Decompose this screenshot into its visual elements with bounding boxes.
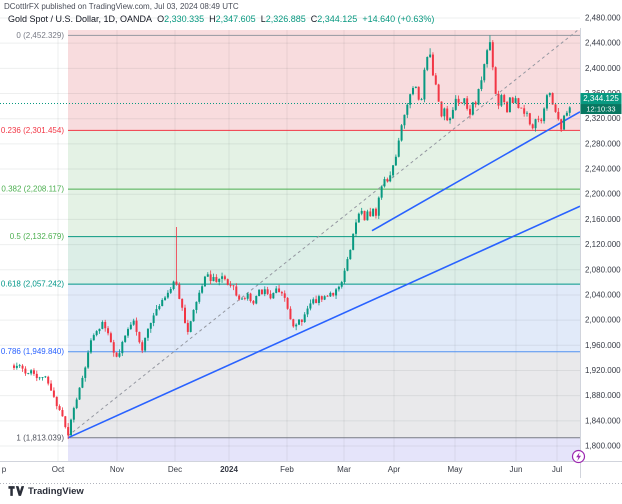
tradingview-logo-text: TradingView xyxy=(28,485,84,497)
bar-countdown: 12:10:33 xyxy=(586,105,615,114)
publish-info: DCottlrFX published on TradingView.com, … xyxy=(4,2,239,11)
price-tick-label: 2,400.000 xyxy=(585,64,621,73)
time-tick-label: May xyxy=(447,465,462,474)
fib-label-0.382: 0.382 (2,208.117) xyxy=(1,185,64,194)
ohlc-key: L xyxy=(255,14,266,24)
time-tick-label: p xyxy=(2,465,7,474)
price-tick-label: 2,200.000 xyxy=(585,190,621,199)
ohlc-value: 2,326.885 xyxy=(265,14,306,24)
flash-publication-marker[interactable] xyxy=(571,449,586,464)
price-axis[interactable] xyxy=(580,0,622,504)
grid xyxy=(0,17,580,461)
symbol-legend[interactable]: Gold Spot / U.S. Dollar, 1D, OANDA O2,33… xyxy=(8,14,434,24)
price-tick-label: 1,840.000 xyxy=(585,416,621,425)
change-value: +14.640 (+0.63%) xyxy=(357,14,435,24)
tradingview-logo[interactable]: TradingView xyxy=(8,485,84,497)
price-tick-label: 1,920.000 xyxy=(585,366,621,375)
price-tick-label: 2,080.000 xyxy=(585,265,621,274)
fib-bands xyxy=(68,30,580,461)
price-tick-label: 2,120.000 xyxy=(585,240,621,249)
time-tick-label: Nov xyxy=(110,465,124,474)
time-tick-label: Mar xyxy=(337,465,351,474)
price-tick-label: 2,000.000 xyxy=(585,316,621,325)
current-price-badge[interactable]: 2,344.125 12:10:33 xyxy=(580,93,622,115)
time-tick-label: Dec xyxy=(168,465,182,474)
time-tick-label: 2024 xyxy=(220,465,238,474)
fib-labels: 0 (2,452.329) 0.236 (2,301.454) 0.382 (2,2… xyxy=(1,31,65,442)
tradingview-logo-icon xyxy=(8,486,24,496)
symbol-title: Gold Spot / U.S. Dollar, 1D, OANDA xyxy=(8,14,153,24)
ohlc-value: 2,330.335 xyxy=(164,14,205,24)
price-tick-label: 2,160.000 xyxy=(585,215,621,224)
time-tick-label: Apr xyxy=(388,465,401,474)
ohlc-value: 2,347.605 xyxy=(215,14,256,24)
price-tick-label: 2,320.000 xyxy=(585,114,621,123)
price-tick-label: 2,240.000 xyxy=(585,165,621,174)
price-tick-label: 2,480.000 xyxy=(585,14,621,23)
current-price-value: 2,344.125 xyxy=(583,94,619,103)
fib-label-0.618: 0.618 (2,057.242) xyxy=(1,280,64,289)
fib-label-1: 1 (1,813.039) xyxy=(16,433,64,442)
price-tick-label: 2,440.000 xyxy=(585,39,621,48)
time-tick-label: Feb xyxy=(280,465,294,474)
trendlines xyxy=(67,30,580,439)
time-tick-label: Jul xyxy=(552,465,562,474)
price-tick-label: 2,040.000 xyxy=(585,290,621,299)
fib-label-0.236: 0.236 (2,301.454) xyxy=(1,126,64,135)
ohlc-key: O xyxy=(152,14,165,24)
time-tick-labels: p Oct Nov Dec 2024 Feb Mar Apr May Jun Jul xyxy=(2,465,563,474)
fib-label-0.786: 0.786 (1,949.840) xyxy=(1,347,64,356)
ohlc-key: C xyxy=(305,14,318,24)
price-tick-label: 1,800.000 xyxy=(585,442,621,451)
price-tick-label: 1,880.000 xyxy=(585,391,621,400)
time-tick-label: Jun xyxy=(510,465,523,474)
fib-label-0: 0 (2,452.329) xyxy=(16,31,64,40)
time-axis[interactable] xyxy=(0,461,622,504)
fib-level-lines xyxy=(68,34,580,439)
fib-label-0.5: 0.5 (2,132.679) xyxy=(10,232,65,241)
price-tick-label: 1,960.000 xyxy=(585,341,621,350)
ohlc-key: H xyxy=(204,14,216,24)
price-tick-label: 2,280.000 xyxy=(585,139,621,148)
candles-layer xyxy=(13,35,571,440)
time-tick-label: Oct xyxy=(52,465,65,474)
price-tick-labels: 2,480.0002,440.0002,400.0002,360.0002,32… xyxy=(585,14,621,451)
ohlc-value: 2,344.125 xyxy=(317,14,358,24)
